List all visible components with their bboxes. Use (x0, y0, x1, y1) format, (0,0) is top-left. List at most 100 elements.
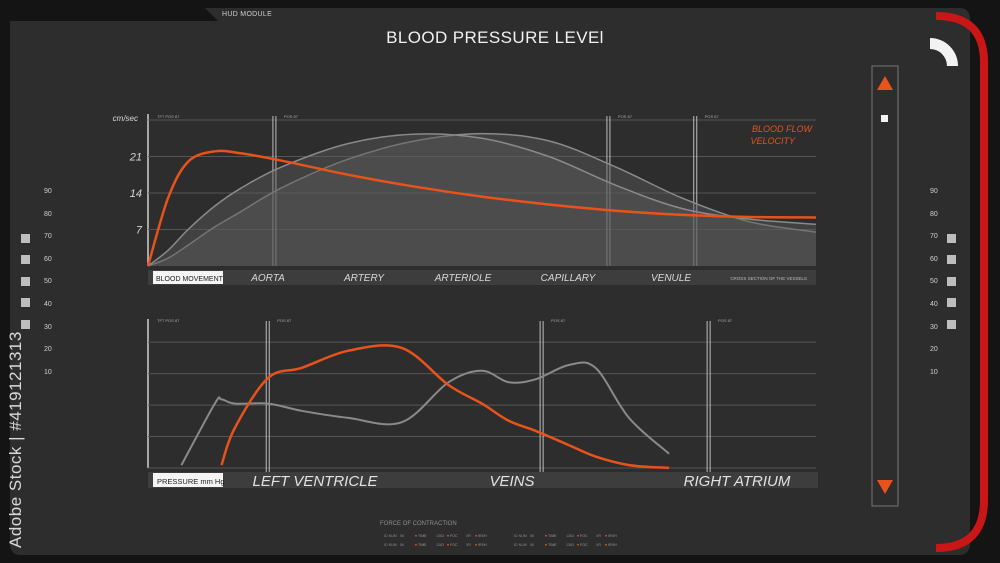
footer-readout: ID NUM (514, 534, 527, 538)
right-scale: 90 80 70 60 50 40 30 20 10 (930, 181, 938, 384)
category-tick-label: RIGHT ATRIUM (684, 473, 791, 490)
scroll-track[interactable] (871, 65, 899, 507)
footer-readout: IRXH (608, 534, 617, 538)
right-scale-label: 80 (930, 210, 938, 218)
y-tick-label: 21 (129, 152, 142, 164)
category-tick-label: ARTERY (343, 273, 385, 284)
left-toggle-square[interactable] (21, 298, 30, 307)
category-tick-label: ARTERIOLE (434, 273, 492, 284)
right-scale-label: 30 (930, 323, 938, 331)
footer-readout: IRXH (478, 543, 487, 547)
left-scale-label: 60 (44, 255, 52, 263)
footer-readout: ID NUM (514, 543, 527, 547)
left-scale-label: 20 (44, 346, 52, 354)
category-label-box (153, 473, 223, 487)
right-scale-label: 50 (930, 278, 938, 286)
footer-readout: 56 (400, 543, 404, 547)
marker-label: POS 87 (705, 114, 720, 119)
right-toggle-square[interactable] (947, 277, 956, 286)
left-scale-label: 10 (44, 368, 52, 376)
footer-readout: 56 (530, 534, 534, 538)
triangle-up-icon[interactable] (877, 76, 893, 90)
right-scale-label: 40 (930, 300, 938, 308)
footer-readout: 1363 (566, 534, 574, 538)
triangle-down-icon[interactable] (877, 480, 893, 494)
footer-dot (447, 543, 449, 546)
footer-title: FORCE OF CONTRACTION (380, 521, 457, 527)
marker-label: POS 87 (618, 114, 633, 119)
category-tick-label: VEINS (489, 473, 534, 490)
category-tick-label: CAPILLARY (541, 273, 597, 284)
left-toggle-square[interactable] (21, 320, 30, 329)
footer-readout: IRXH (608, 543, 617, 547)
footer-readout: XR (596, 534, 601, 538)
tab-notch (10, 8, 218, 21)
footer-dot (605, 534, 607, 537)
footer-readout: XR (466, 534, 471, 538)
footer-readout: XR (596, 543, 601, 547)
left-scale-label: 30 (44, 323, 52, 331)
footer-readout: TIME (548, 543, 557, 547)
red-frame-arc (935, 12, 988, 552)
left-scale-label: 80 (44, 210, 52, 218)
series-line-gray (147, 133, 817, 267)
left-scale-label: 40 (44, 300, 52, 308)
footer-readout: 1363 (566, 543, 574, 547)
category-band (148, 270, 816, 285)
footer-readout: ID NUM (384, 534, 397, 538)
right-scale-label: 10 (930, 368, 938, 376)
footer-dot (447, 534, 449, 537)
footer-dot (605, 543, 607, 546)
footer-readout: FOC (580, 534, 588, 538)
footer-readout: FOC (450, 534, 458, 538)
footer-dot (415, 543, 417, 546)
stock-id-stamp: Adobe Stock | #419121313 (6, 331, 25, 549)
quarter-arc-icon (930, 38, 958, 66)
pressure-chart: TFT POS 87 POS 87 POS 87 POS 87 PRESSURE mm … (147, 318, 818, 490)
y-tick-label: 7 (136, 225, 143, 237)
right-toggle-square[interactable] (947, 234, 956, 243)
left-toggle-square[interactable] (21, 277, 30, 286)
square-icon[interactable] (881, 115, 888, 122)
y-tick-label: 14 (130, 188, 142, 200)
series-line-velocity (146, 149, 817, 267)
module-label: HUD MODULE (222, 11, 273, 18)
footer-dot (545, 534, 547, 537)
footer-dot (577, 543, 579, 546)
marker-label: POS 87 (277, 318, 292, 323)
category-tick-label: VENULE (651, 273, 691, 284)
series-line-orange (220, 344, 670, 470)
left-toggle-square[interactable] (21, 234, 30, 243)
category-label: PRESSURE mm Hg (157, 477, 225, 486)
left-toggle-square[interactable] (21, 255, 30, 264)
footer-dot (577, 534, 579, 537)
footer-readout: 56 (530, 543, 534, 547)
footer-readout: TIME (418, 534, 427, 538)
annotation-label: VELOCITY (750, 136, 796, 146)
footer-readout: ID NUM (384, 543, 397, 547)
right-toggle-square[interactable] (947, 320, 956, 329)
marker-label: POS 87 (284, 114, 299, 119)
left-scale-label: 90 (44, 188, 52, 195)
footer-readout: XR (466, 543, 471, 547)
marker-label: POS 87 (551, 318, 566, 323)
footer-dot (415, 534, 417, 537)
right-toggle-square[interactable] (947, 298, 956, 307)
left-scale-label: 50 (44, 278, 52, 286)
footer-readout: 56 (400, 534, 404, 538)
left-scale-label: 70 (44, 233, 52, 241)
right-toggle-square[interactable] (947, 255, 956, 264)
footer-readout: TIME (548, 534, 557, 538)
category-band (148, 472, 818, 488)
category-tick-label: LEFT VENTRICLE (252, 473, 378, 490)
category-label: BLOOD MOVEMENT (156, 276, 224, 283)
footer-dot (475, 543, 477, 546)
footer-dot (475, 534, 477, 537)
series-area (148, 133, 816, 266)
right-scale-label: 90 (930, 188, 938, 195)
velocity-chart: 7 14 21 cm/sec TFT POS 87 POS 87 POS 87 POS 87 B… (113, 114, 817, 285)
y-axis-label: cm/sec (113, 114, 138, 123)
right-scale-label: 20 (930, 346, 938, 354)
footer-readout: FOC (450, 543, 458, 547)
footer-readout: IRXH (478, 534, 487, 538)
